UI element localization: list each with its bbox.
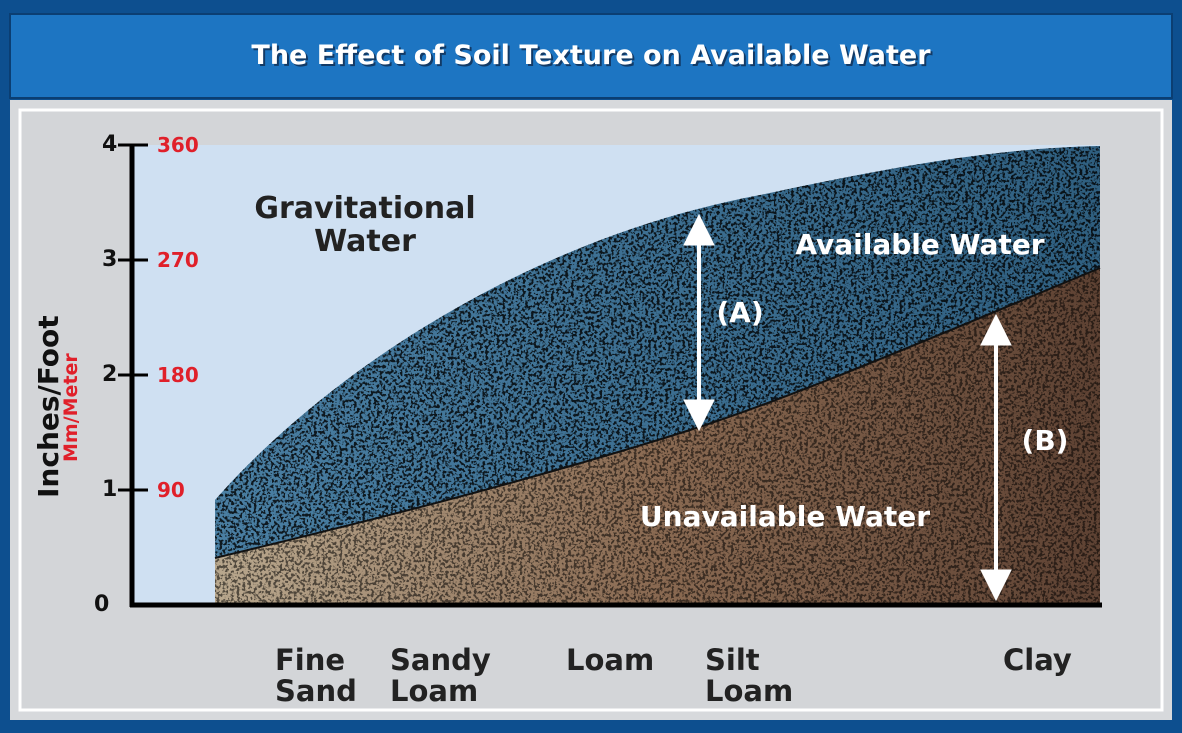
y2-tick: 270: [157, 248, 199, 272]
y-tick: 0: [94, 592, 109, 617]
unavailable-label: Unavailable Water: [620, 500, 950, 533]
x-label: Fine Sand: [275, 645, 375, 707]
arrow-b-label: (B): [1010, 424, 1080, 457]
gravitational-label: Gravitational Water: [240, 192, 490, 258]
y2-tick: 180: [157, 363, 199, 387]
page: {"header": {"title": "The Effect of Soil…: [0, 0, 1182, 733]
x-label: Clay: [1003, 645, 1103, 676]
x-label: Silt Loam: [705, 645, 805, 707]
y-tick: 3: [102, 247, 117, 272]
title: The Effect of Soil Texture on Available …: [10, 14, 1172, 98]
y2-axis-label: Mm/Meter: [60, 353, 82, 462]
available-label: Available Water: [770, 228, 1070, 261]
y-tick: 1: [102, 477, 117, 502]
x-label: Sandy Loam: [390, 645, 500, 707]
arrow-a-label: (A): [710, 296, 770, 329]
y-tick: 4: [102, 132, 117, 157]
y2-tick: 360: [157, 133, 199, 157]
x-label: Loam: [566, 645, 676, 676]
y-tick: 2: [102, 362, 117, 387]
y2-tick: 90: [157, 478, 185, 502]
